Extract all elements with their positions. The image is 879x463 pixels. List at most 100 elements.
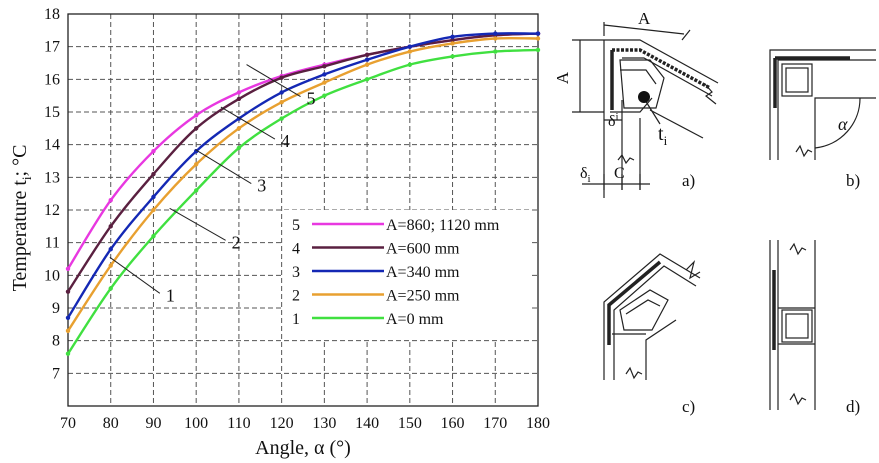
series-callouts: 1 2 3 4 5 [109, 64, 316, 305]
diagram-a-letter: a) [682, 171, 695, 190]
diagram-b-break-mark [795, 144, 813, 158]
x-tick-label: 180 [526, 415, 550, 432]
x-tick-label: 130 [312, 415, 336, 432]
chart-axes [67, 13, 539, 407]
diagram-d-column [781, 309, 813, 343]
x-tick-label: 160 [441, 415, 465, 432]
x-tick-label: 150 [398, 415, 422, 432]
diagram-b-wall-line [777, 59, 876, 160]
diagram-c-break-mark [685, 260, 701, 280]
legend-id-1: 1 [292, 311, 300, 328]
series-point-2 [279, 100, 284, 105]
callout-label-1: 1 [166, 285, 175, 305]
diagram-a-wall-line [649, 109, 704, 139]
series-point-3 [279, 90, 284, 95]
callout-leader-5 [246, 64, 301, 98]
series-point-5 [151, 149, 156, 154]
diagram-a-column [620, 69, 657, 85]
callout-leader-1 [109, 256, 161, 294]
diagram-a-leader [644, 99, 661, 125]
series-point-2 [322, 80, 327, 85]
diagram-b-column [781, 63, 813, 97]
series-point-3 [407, 44, 413, 49]
series-point-3 [493, 31, 498, 36]
series-point-1 [493, 49, 498, 54]
x-tick-label: 110 [227, 415, 250, 432]
y-tick-label: 9 [52, 300, 60, 317]
series-point-5 [108, 198, 113, 203]
y-tick-label: 17 [44, 39, 60, 56]
diagram-a-dimension [572, 39, 604, 113]
series-point-2 [407, 49, 413, 54]
series-point-1 [279, 116, 284, 121]
y-axis-title-group: Temperature ti; °C [9, 145, 34, 292]
legend-label-5: A=860; 1120 mm [386, 217, 500, 234]
series-point-5 [236, 90, 242, 95]
diagram-d-column [778, 307, 815, 345]
series-point-1 [322, 93, 327, 98]
series-point-3 [193, 149, 199, 154]
callout-leader-2 [169, 207, 226, 241]
diagram-d-letter: d) [846, 397, 860, 416]
series-point-1 [407, 62, 413, 67]
y-tick-labels: 7 8 9 10 11 12 13 14 15 16 17 18 [44, 6, 60, 382]
series-point-1 [65, 351, 71, 356]
diagram-b-angle-label: α [838, 114, 848, 134]
series-point-2 [364, 62, 370, 67]
diagram-a-wall-line [622, 57, 713, 97]
y-tick-label: 15 [44, 104, 60, 121]
diagram-a-break-mark [704, 83, 717, 105]
x-tick-label: 80 [103, 415, 119, 432]
diagram-a-break-mark [617, 153, 635, 165]
callout-label-4: 4 [281, 131, 290, 151]
x-tick-label: 170 [483, 415, 507, 432]
chart-series [65, 31, 541, 356]
callout-leader-3 [195, 149, 252, 184]
diagram-b-wall-line [814, 97, 876, 160]
series-point-5 [193, 113, 199, 118]
legend-label-3: A=340 mm [386, 264, 460, 281]
series-point-4 [65, 289, 71, 294]
callout-label-5: 5 [307, 89, 316, 109]
diagram-c-wall-line [645, 319, 677, 380]
series-point-4 [108, 224, 113, 229]
callout-label-2: 2 [232, 232, 241, 252]
x-tick-label: 90 [145, 415, 161, 432]
series-point-1 [535, 47, 541, 53]
diagram-c-column [619, 289, 669, 331]
diagram-b-wall-line [769, 49, 876, 160]
diagram-b-letter: b) [846, 171, 860, 190]
x-tick-label: 140 [355, 415, 379, 432]
legend-label-4: A=600 mm [386, 241, 460, 258]
legend-id-4: 4 [292, 241, 300, 258]
legend-label-2: A=250 mm [386, 288, 460, 305]
series-point-4 [151, 171, 156, 177]
x-tick-label: 100 [184, 415, 208, 432]
series-point-1 [236, 145, 242, 151]
series-point-4 [364, 52, 370, 58]
diagram-c-break-mark [625, 366, 643, 380]
series-point-1 [193, 188, 199, 193]
diagram-a-column [619, 59, 665, 109]
diagram-a-dimension [582, 174, 650, 190]
diagram-a-insulation [612, 48, 711, 90]
diagram-a [572, 22, 719, 198]
y-tick-label: 8 [52, 333, 60, 350]
diagram-c-wall-line [613, 265, 697, 380]
diagram-c-letter: c) [682, 397, 695, 416]
diagram-c-column [625, 299, 661, 315]
series-point-2 [65, 328, 71, 334]
diagram-a-dim-top: A [638, 9, 651, 28]
diagram-a-point [638, 91, 650, 103]
diagram-b-angle-arc [814, 97, 861, 149]
series-point-3 [65, 315, 71, 320]
diagram-d-column [785, 313, 809, 339]
y-tick-label: 14 [44, 137, 60, 154]
x-tick-label: 70 [60, 415, 76, 432]
y-tick-label: 10 [44, 267, 60, 284]
y-tick-label: 7 [52, 365, 60, 382]
y-axis-title: Temperature ti; °C [9, 145, 34, 292]
series-point-1 [364, 77, 370, 82]
x-tick-labels: 70 80 90 100 110 120 130 140 150 160 170 180 [60, 415, 550, 432]
